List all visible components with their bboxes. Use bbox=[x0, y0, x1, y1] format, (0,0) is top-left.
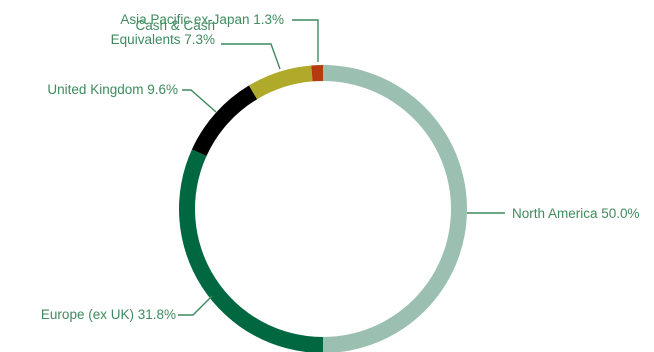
leader-line-united-kingdom bbox=[182, 89, 217, 113]
slice-europe-ex-uk bbox=[179, 149, 323, 352]
slice-north-america bbox=[323, 65, 467, 352]
slice-label-united-kingdom: United Kingdom 9.6% bbox=[47, 82, 178, 97]
slice-label-europe-ex-uk: Europe (ex UK) 31.8% bbox=[41, 307, 176, 322]
slice-label-north-america: North America 50.0% bbox=[512, 206, 640, 221]
slice-label-cash-cash-equivalents: Cash & Cash Equivalents 7.3% bbox=[111, 18, 215, 47]
leader-line-cash-cash-equivalents bbox=[221, 43, 281, 70]
slices-layer bbox=[179, 65, 467, 352]
slice-label-asia-pacific-ex-japan: Asia Pacific ex-Japan 1.3% bbox=[120, 12, 284, 27]
slice-asia-pacific-ex-japan bbox=[311, 65, 323, 82]
leader-line-europe-ex-uk bbox=[178, 295, 213, 316]
leader-line-asia-pacific-ex-japan bbox=[292, 19, 319, 62]
slice-cash-cash-equivalents bbox=[248, 65, 313, 100]
slice-united-kingdom bbox=[191, 85, 258, 156]
leader-lines-layer bbox=[178, 19, 505, 316]
labels-layer: North America 50.0% Europe (ex UK) 31.8% U… bbox=[41, 12, 640, 322]
